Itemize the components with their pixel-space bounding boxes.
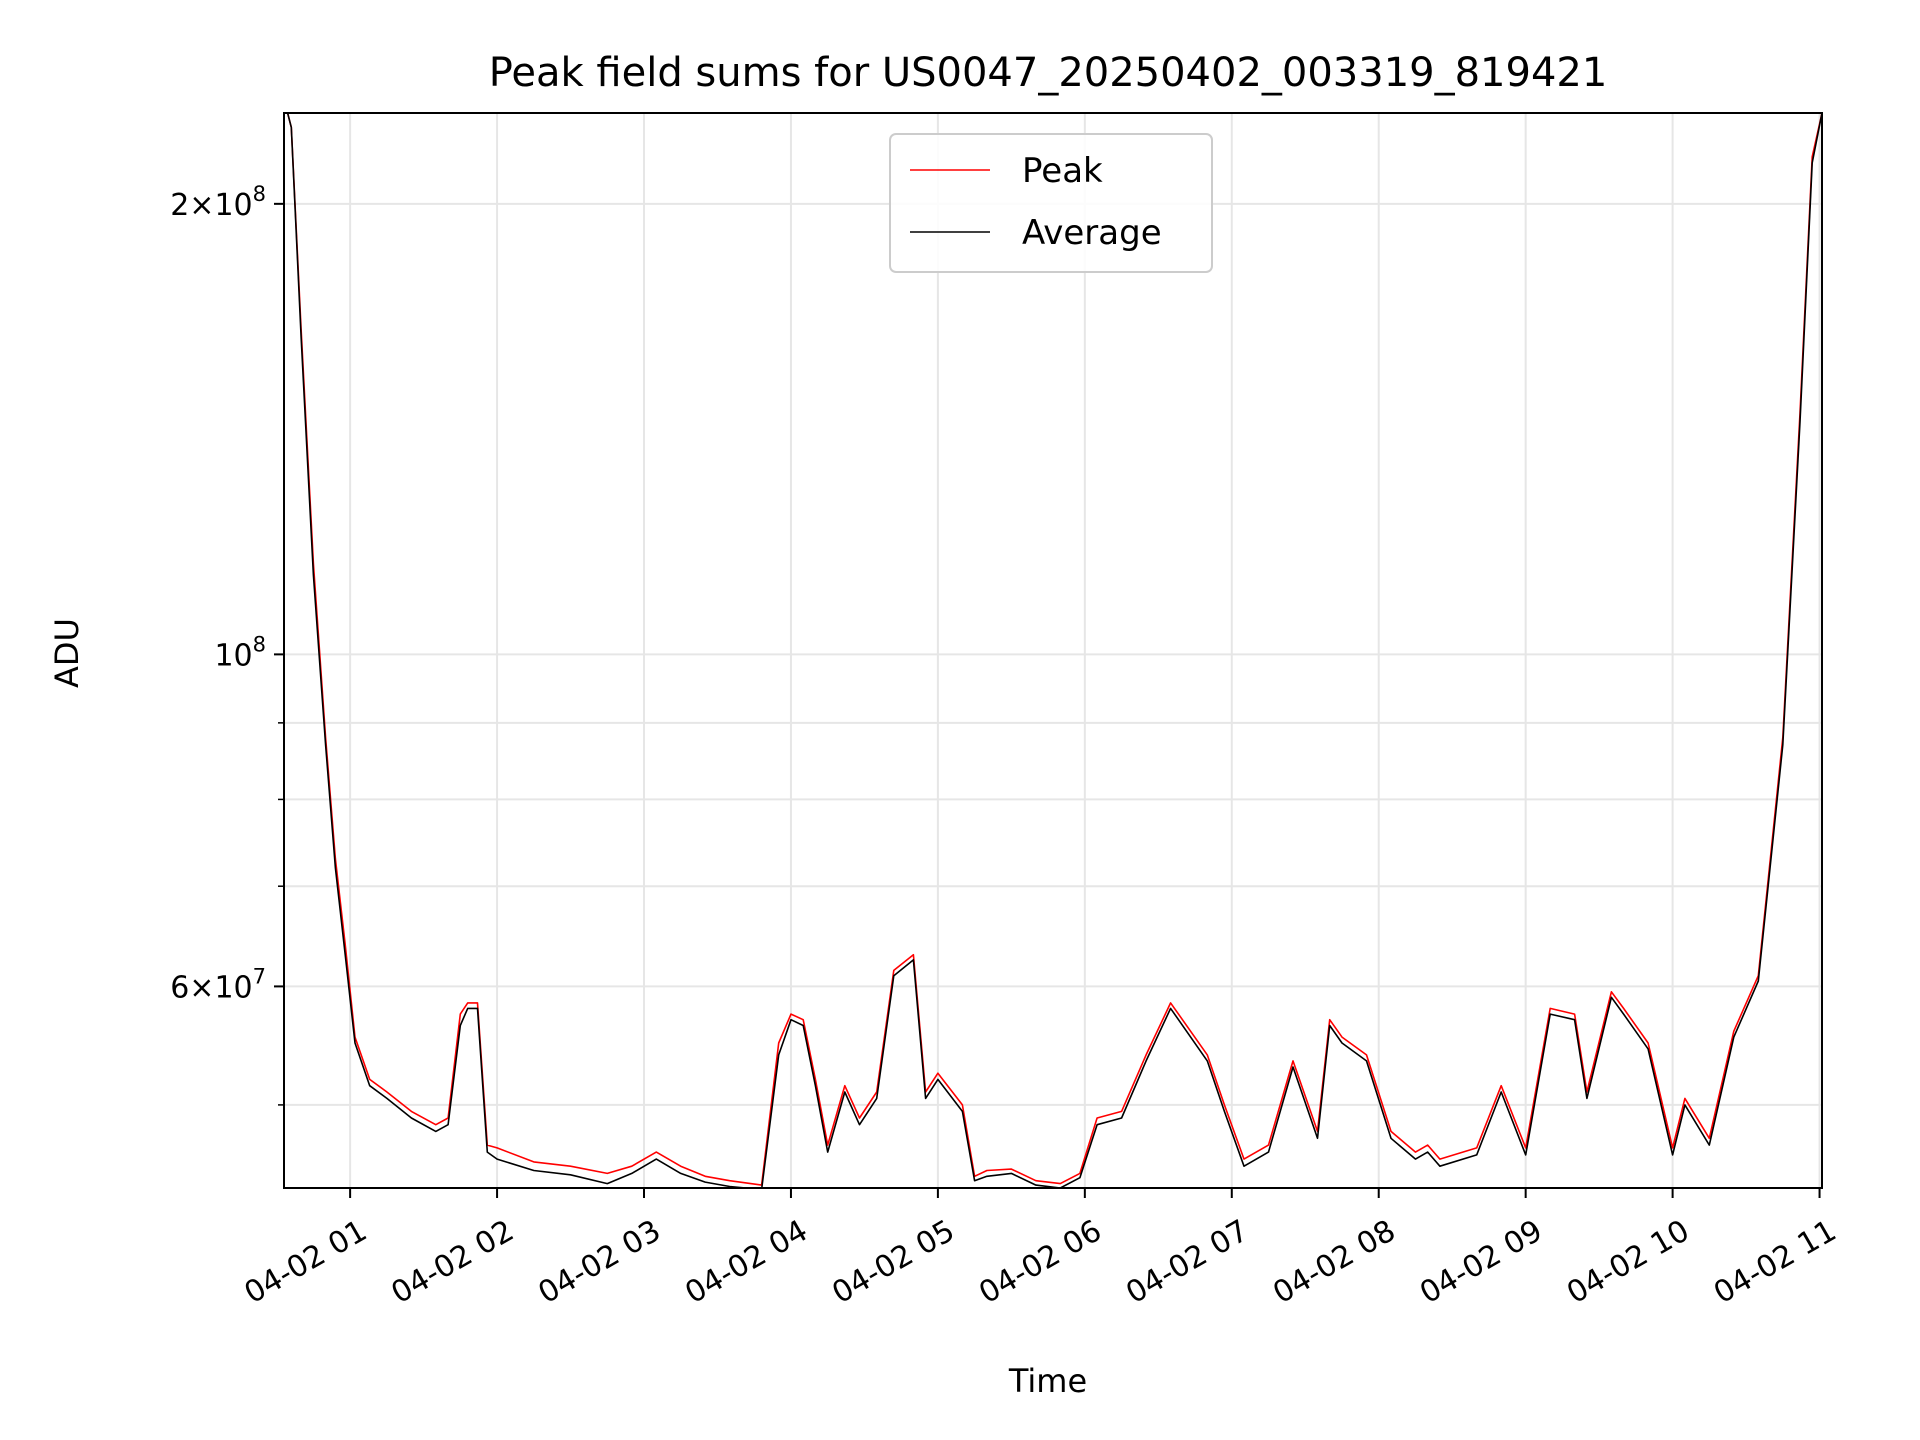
legend-label-average: Average bbox=[1022, 213, 1162, 253]
y-tick-label: 6×107 bbox=[170, 964, 266, 1005]
legend-label-peak: Peak bbox=[1022, 151, 1103, 191]
plot-background bbox=[284, 113, 1822, 1188]
y-axis-label: ADU bbox=[48, 618, 86, 688]
series-line-average bbox=[286, 113, 1822, 1188]
y-axis: 2×108 108 6×107 bbox=[170, 182, 284, 1106]
plot-frame bbox=[283, 112, 1823, 1189]
plot-area bbox=[283, 112, 1823, 1189]
x-axis-label: Time bbox=[1008, 1362, 1087, 1400]
series-layer bbox=[286, 113, 1822, 1188]
legend: Peak Average bbox=[889, 133, 1213, 273]
legend-box bbox=[889, 133, 1213, 273]
chart-title: Peak field sums for US0047_20250402_0033… bbox=[489, 50, 1608, 96]
y-tick-label: 108 bbox=[214, 632, 266, 673]
y-tick-label: 2×108 bbox=[170, 182, 266, 223]
